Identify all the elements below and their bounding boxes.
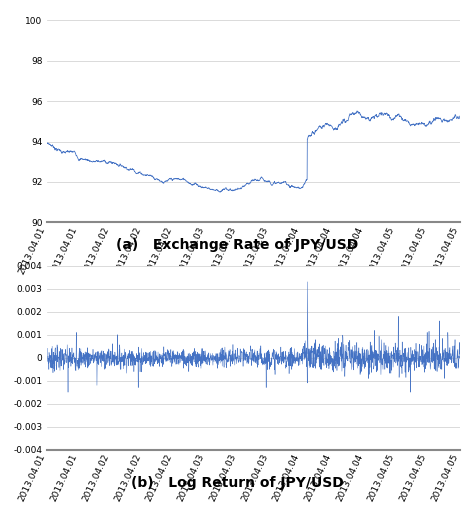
Text: (a)   Exchange Rate of JPY/USD: (a) Exchange Rate of JPY/USD — [116, 238, 358, 251]
Text: (b)   Log Return of JPY/USD: (b) Log Return of JPY/USD — [131, 476, 343, 490]
